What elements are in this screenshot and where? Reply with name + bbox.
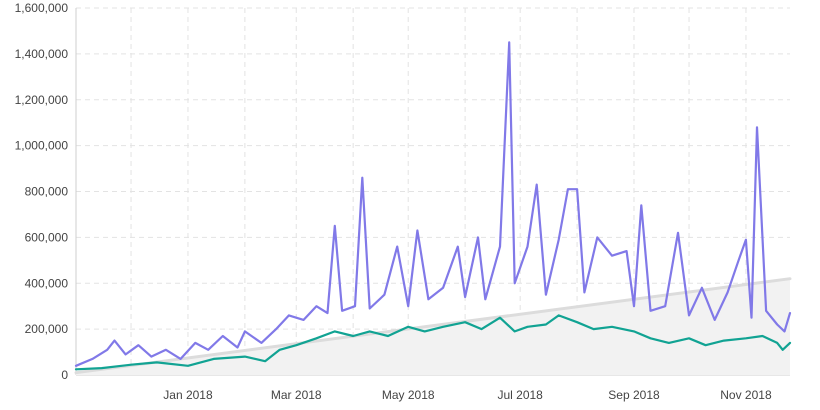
- x-tick-label: Mar 2018: [271, 388, 322, 402]
- x-tick-label: Nov 2018: [720, 388, 772, 402]
- y-tick-label: 1,400,000: [15, 47, 69, 61]
- y-tick-label: 0: [61, 368, 68, 382]
- y-tick-label: 1,200,000: [15, 93, 69, 107]
- y-tick-label: 1,000,000: [15, 139, 69, 153]
- x-tick-label: Jul 2018: [497, 388, 543, 402]
- y-tick-label: 1,600,000: [15, 1, 69, 15]
- x-tick-label: Jan 2018: [163, 388, 213, 402]
- series-line: [74, 41, 792, 367]
- y-tick-label: 200,000: [25, 322, 69, 336]
- y-tick-label: 800,000: [25, 185, 69, 199]
- series-line: [74, 277, 792, 375]
- y-tick-label: 400,000: [25, 276, 69, 290]
- series-line: [74, 314, 792, 371]
- x-tick-label: May 2018: [382, 388, 435, 402]
- y-tick-label: 600,000: [25, 230, 69, 244]
- x-tick-label: Sep 2018: [608, 388, 660, 402]
